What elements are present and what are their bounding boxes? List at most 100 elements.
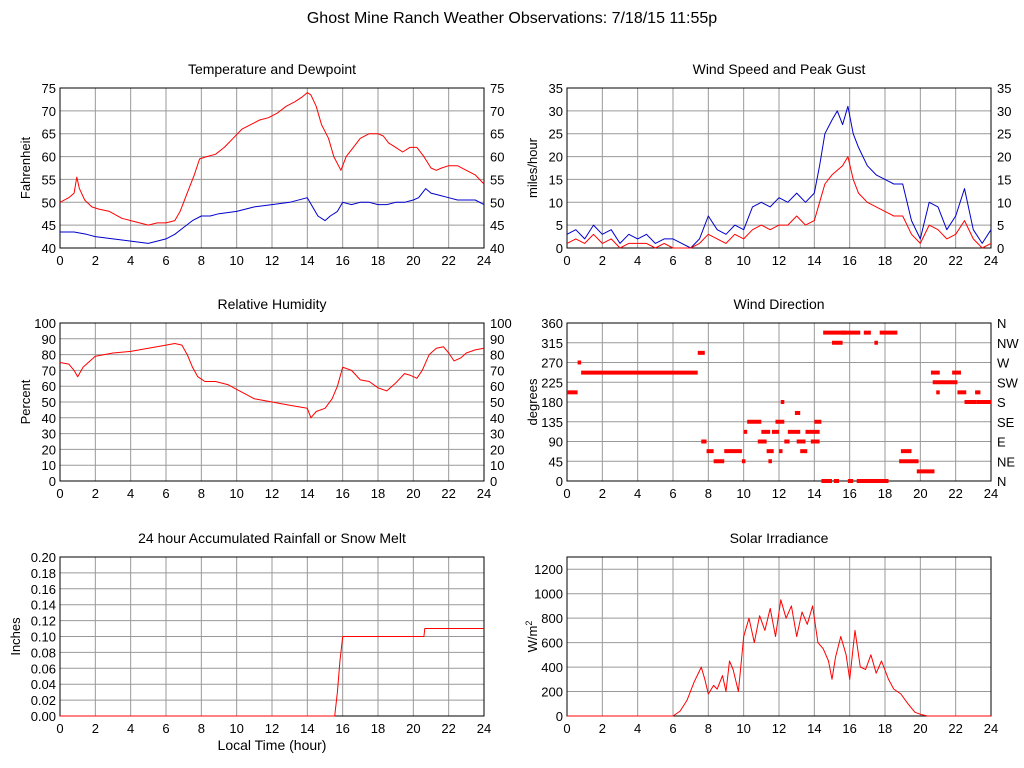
x-tick-label: 22 <box>948 721 962 736</box>
x-tick-label: 20 <box>913 486 927 501</box>
x-tick-label: 24 <box>477 721 491 736</box>
x-tick-label: 24 <box>984 253 998 268</box>
x-tick-label: 8 <box>705 253 712 268</box>
x-tick-label: 12 <box>772 253 786 268</box>
x-tick-label: 16 <box>842 253 856 268</box>
x-tick-label: 16 <box>842 721 856 736</box>
right-tick-label: 5 <box>997 218 1004 233</box>
x-tick-label: 16 <box>335 253 349 268</box>
right-tick-label: NE <box>997 454 1015 469</box>
x-tick-label: 16 <box>335 486 349 501</box>
y-tick-label: 315 <box>541 336 563 351</box>
y-tick-label: 60 <box>42 150 56 165</box>
x-tick-label: 18 <box>371 721 385 736</box>
series-line-red <box>59 343 485 419</box>
y-tick-label: 90 <box>42 332 56 347</box>
y-tick-label: 600 <box>541 636 563 651</box>
y-tick-label: 1000 <box>534 587 563 602</box>
right-tick-label: 40 <box>490 241 504 256</box>
y-tick-label: 20 <box>42 442 56 457</box>
right-tick-label: N <box>997 474 1006 489</box>
y-tick-label: 135 <box>541 415 563 430</box>
y-tick-label: 0.00 <box>31 709 56 724</box>
right-tick-label: 10 <box>997 195 1011 210</box>
y-tick-label: 80 <box>42 348 56 363</box>
x-tick-label: 14 <box>807 253 821 268</box>
x-tick-label: 6 <box>162 486 169 501</box>
x-tick-label: 4 <box>634 486 641 501</box>
y-tick-label: 60 <box>42 379 56 394</box>
x-tick-label: 6 <box>669 486 676 501</box>
y-tick-label: 0.02 <box>31 693 56 708</box>
x-tick-label: 24 <box>984 486 998 501</box>
x-tick-label: 12 <box>772 486 786 501</box>
x-tick-label: 18 <box>371 486 385 501</box>
y-axis-label: degrees <box>525 378 540 425</box>
y-tick-label: 70 <box>42 104 56 119</box>
x-tick-label: 6 <box>162 253 169 268</box>
chart-title: 24 hour Accumulated Rainfall or Snow Mel… <box>138 530 406 546</box>
x-tick-label: 6 <box>669 253 676 268</box>
y-tick-label: 180 <box>541 395 563 410</box>
x-tick-label: 16 <box>842 486 856 501</box>
x-tick-label: 14 <box>300 486 314 501</box>
x-tick-label: 22 <box>441 486 455 501</box>
x-tick-label: 6 <box>669 721 676 736</box>
right-tick-label: W <box>997 356 1010 371</box>
right-tick-label: 30 <box>997 104 1011 119</box>
series-line-blue <box>60 188 485 244</box>
x-tick-label: 2 <box>599 721 606 736</box>
y-tick-label: 800 <box>541 611 563 626</box>
x-tick-label: 22 <box>441 253 455 268</box>
x-tick-label: 12 <box>265 721 279 736</box>
y-tick-label: 70 <box>42 363 56 378</box>
right-tick-label: 55 <box>490 172 504 187</box>
y-tick-label: 50 <box>42 195 56 210</box>
x-tick-label: 18 <box>371 253 385 268</box>
y-tick-label: 0.08 <box>31 645 56 660</box>
x-tick-label: 22 <box>948 253 962 268</box>
x-tick-label: 10 <box>229 486 243 501</box>
right-tick-label: 50 <box>490 195 504 210</box>
chart-rain: 24 hour Accumulated Rainfall or Snow Mel… <box>8 530 491 753</box>
x-tick-label: 0 <box>56 486 63 501</box>
right-tick-label: 25 <box>997 127 1011 142</box>
x-tick-label: 10 <box>736 721 750 736</box>
right-tick-label: 75 <box>490 81 504 96</box>
x-tick-label: 10 <box>229 721 243 736</box>
right-tick-label: NW <box>997 336 1019 351</box>
x-tick-label: 8 <box>198 486 205 501</box>
y-axis-label: miles/hour <box>525 137 540 198</box>
x-tick-label: 10 <box>229 253 243 268</box>
x-axis-label: Local Time (hour) <box>218 737 327 753</box>
x-tick-label: 18 <box>878 721 892 736</box>
chart-title: Relative Humidity <box>218 296 327 312</box>
x-tick-label: 20 <box>913 253 927 268</box>
x-tick-label: 2 <box>599 253 606 268</box>
chart-title: Temperature and Dewpoint <box>188 61 356 77</box>
x-tick-label: 18 <box>878 253 892 268</box>
x-tick-label: 24 <box>477 253 491 268</box>
chart-title: Solar Irradiance <box>730 530 829 546</box>
right-tick-label: S <box>997 395 1006 410</box>
y-tick-label: 0.10 <box>31 630 56 645</box>
right-tick-label: 15 <box>997 172 1011 187</box>
right-tick-label: SE <box>997 415 1015 430</box>
y-tick-label: 35 <box>549 81 563 96</box>
y-tick-label: 15 <box>549 172 563 187</box>
x-tick-label: 20 <box>406 721 420 736</box>
y-tick-label: 10 <box>42 458 56 473</box>
y-tick-label: 225 <box>541 375 563 390</box>
x-tick-label: 0 <box>563 253 570 268</box>
x-tick-label: 0 <box>56 253 63 268</box>
y-tick-label: 45 <box>549 454 563 469</box>
y-tick-label: 0.16 <box>31 582 56 597</box>
y-tick-label: 75 <box>42 81 56 96</box>
right-tick-label: E <box>997 435 1006 450</box>
y-tick-label: 0 <box>556 709 563 724</box>
x-tick-label: 4 <box>127 721 134 736</box>
x-tick-label: 14 <box>300 721 314 736</box>
y-tick-label: 30 <box>549 104 563 119</box>
